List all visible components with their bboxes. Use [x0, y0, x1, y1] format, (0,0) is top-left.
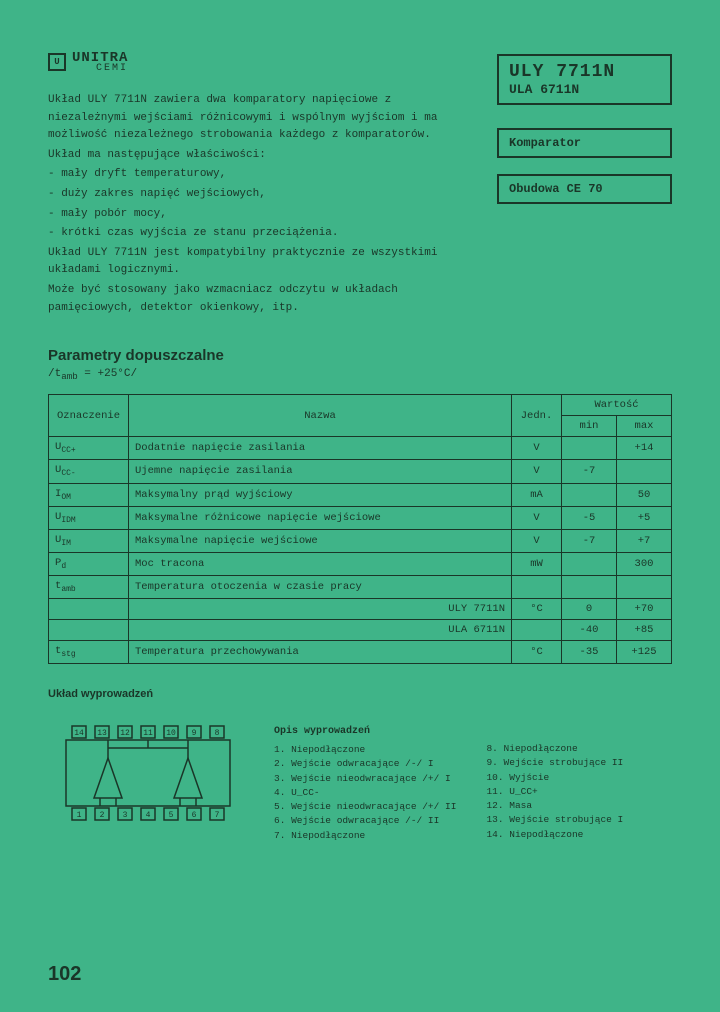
- svg-text:2: 2: [100, 811, 105, 820]
- pinout-desc-title: Opis wyprowadzeń: [274, 724, 456, 739]
- table-row: tstgTemperatura przechowywania°C-35+125: [49, 640, 672, 663]
- th-min: min: [562, 416, 617, 437]
- desc-line: - mały pobór mocy,: [48, 206, 438, 224]
- pin-desc: 3. Wejście nieodwracające /+/ I: [274, 772, 456, 786]
- chip-diagram: 141312111098 1234567: [48, 718, 248, 843]
- desc-line: Układ ULY 7711N jest kompatybilny prakty…: [48, 245, 438, 280]
- params-table: Oznaczenie Nazwa Jedn. Wartość min max U…: [48, 394, 672, 664]
- table-row: UCC+Dodatnie napięcie zasilaniaV+14: [49, 437, 672, 460]
- svg-text:11: 11: [143, 729, 153, 738]
- pin-desc: 1. Niepodłączone: [274, 743, 456, 757]
- svg-text:8: 8: [215, 729, 220, 738]
- pinout-description: Opis wyprowadzeń 1. Niepodłączone2. Wejś…: [274, 718, 623, 843]
- svg-text:13: 13: [97, 729, 107, 738]
- desc-line: Układ ULY 7711N zawiera dwa komparatory …: [48, 92, 438, 145]
- pin-desc: 14. Niepodłączone: [486, 828, 623, 842]
- svg-text:4: 4: [146, 811, 151, 820]
- pin-desc: 11. U_CC+: [486, 785, 623, 799]
- description: Układ ULY 7711N zawiera dwa komparatory …: [48, 92, 438, 317]
- pin-desc: 12. Masa: [486, 799, 623, 813]
- desc-line: Układ ma następujące właściwości:: [48, 147, 438, 165]
- svg-text:9: 9: [192, 729, 197, 738]
- category-box: Komparator: [497, 128, 672, 158]
- svg-text:5: 5: [169, 811, 174, 820]
- desc-line: Może być stosowany jako wzmacniacz odczy…: [48, 282, 438, 317]
- pin-desc: 2. Wejście odwracające /-/ I: [274, 757, 456, 771]
- pinout-title: Układ wyprowadzeń: [48, 688, 672, 700]
- table-row: UCC-Ujemne napięcie zasilaniaV-7: [49, 460, 672, 483]
- svg-text:7: 7: [215, 811, 220, 820]
- part-number-2: ULA 6711N: [509, 82, 660, 97]
- table-row: tambTemperatura otoczenia w czasie pracy: [49, 575, 672, 598]
- desc-line: - krótki czas wyjścia ze stanu przeciąże…: [48, 225, 438, 243]
- params-condition: /tamb = +25°C/: [48, 368, 672, 382]
- th-name: Nazwa: [129, 395, 512, 437]
- table-row: UIDMMaksymalne różnicowe napięcie wejści…: [49, 506, 672, 529]
- table-row: UIMMaksymalne napięcie wejścioweV-7+7: [49, 529, 672, 552]
- logo-icon: U: [48, 53, 66, 71]
- svg-text:10: 10: [166, 729, 176, 738]
- svg-text:6: 6: [192, 811, 197, 820]
- svg-text:1: 1: [77, 811, 82, 820]
- pin-desc: 8. Niepodłączone: [486, 742, 623, 756]
- th-val: Wartość: [562, 395, 672, 416]
- svg-text:12: 12: [120, 729, 130, 738]
- svg-text:14: 14: [74, 729, 84, 738]
- desc-line: - mały dryft temperaturowy,: [48, 166, 438, 184]
- table-row: IOMMaksymalny prąd wyjściowymA50: [49, 483, 672, 506]
- desc-line: - duży zakres napięć wejściowych,: [48, 186, 438, 204]
- part-number-1: ULY 7711N: [509, 62, 660, 82]
- title-box: ULY 7711N ULA 6711N: [497, 54, 672, 105]
- pin-desc: 10. Wyjście: [486, 771, 623, 785]
- table-row: ULY 7711N°C0+70: [49, 598, 672, 619]
- th-sym: Oznaczenie: [49, 395, 129, 437]
- pin-desc: 13. Wejście strobujące I: [486, 813, 623, 827]
- page-number: 102: [48, 963, 81, 986]
- package-box: Obudowa CE 70: [497, 174, 672, 204]
- logo-sub: CEMI: [96, 63, 128, 74]
- svg-text:3: 3: [123, 811, 128, 820]
- th-max: max: [617, 416, 672, 437]
- pin-desc: 6. Wejście odwracające /-/ II: [274, 814, 456, 828]
- pin-desc: 7. Niepodłączone: [274, 829, 456, 843]
- table-row: PdMoc traconamW300: [49, 552, 672, 575]
- pin-desc: 9. Wejście strobujące II: [486, 756, 623, 770]
- params-title: Parametry dopuszczalne: [48, 347, 672, 364]
- th-unit: Jedn.: [512, 395, 562, 437]
- pin-desc: 5. Wejście nieodwracające /+/ II: [274, 800, 456, 814]
- pin-desc: 4. U_CC-: [274, 786, 456, 800]
- table-row: ULA 6711N-40+85: [49, 619, 672, 640]
